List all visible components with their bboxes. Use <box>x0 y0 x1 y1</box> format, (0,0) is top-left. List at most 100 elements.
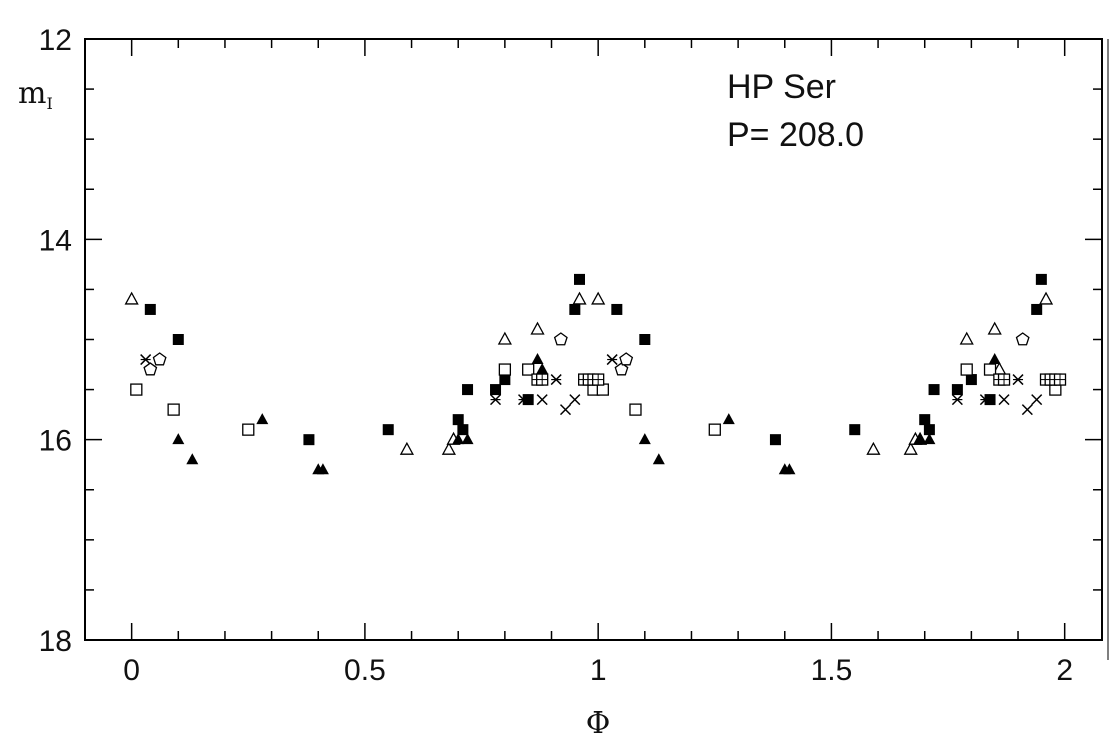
point-filled-square <box>172 334 184 345</box>
point-star-cross <box>517 394 530 406</box>
point-filled-square <box>569 303 581 315</box>
point-star-cross <box>550 374 562 386</box>
point-crossed-square <box>592 373 605 386</box>
point-open-triangle <box>987 321 1002 335</box>
point-filled-square <box>1035 273 1047 285</box>
point-star-cross <box>140 354 152 366</box>
point-open-triangle <box>441 441 456 455</box>
point-star-cross <box>1012 374 1024 386</box>
point-open-triangle <box>1038 291 1054 305</box>
point-star-cross <box>490 394 502 406</box>
point-cross <box>998 394 1010 406</box>
point-open-square <box>983 363 997 376</box>
point-cross <box>559 404 572 416</box>
y-axis-label-subscript: I <box>46 94 52 113</box>
point-filled-triangle <box>914 433 927 445</box>
point-filled-square <box>923 424 935 436</box>
point-filled-triangle <box>536 363 549 375</box>
point-open-square <box>1049 383 1062 396</box>
x-tick-label: 0 <box>123 654 140 687</box>
point-filled-triangle <box>316 463 329 475</box>
point-open-triangle <box>399 441 414 455</box>
y-tick-label: 16 <box>39 425 72 458</box>
point-filled-square <box>919 414 931 426</box>
point-filled-square <box>462 384 474 396</box>
y-tick-label: 14 <box>39 224 72 257</box>
point-filled-triangle <box>461 433 474 445</box>
point-filled-square <box>490 384 502 396</box>
x-tick-label: 1.5 <box>811 654 853 687</box>
point-open-triangle <box>497 331 512 345</box>
point-open-triangle <box>866 441 881 455</box>
point-filled-square <box>303 434 315 446</box>
point-filled-square <box>382 424 394 436</box>
point-filled-triangle <box>256 413 269 425</box>
point-filled-square <box>965 374 977 386</box>
point-star-cross <box>979 394 991 406</box>
point-open-square <box>596 383 609 396</box>
point-open-pentagon <box>1015 332 1030 346</box>
axis-ticks <box>85 38 1102 641</box>
point-open-pentagon <box>152 352 167 366</box>
point-open-triangle <box>530 321 545 335</box>
point-open-square <box>629 403 642 416</box>
point-cross <box>1021 404 1033 416</box>
point-filled-triangle <box>923 433 936 445</box>
point-filled-square <box>457 424 469 436</box>
point-filled-square <box>928 384 940 396</box>
point-open-square <box>130 383 143 396</box>
x-tick-labels: 0 0.5 1 1.5 2 <box>123 654 1073 687</box>
point-crossed-square <box>536 373 549 386</box>
point-open-triangle <box>959 331 974 345</box>
point-filled-triangle <box>531 353 544 365</box>
point-star-cross <box>951 394 963 406</box>
point-open-pentagon <box>614 362 629 376</box>
point-filled-triangle <box>722 413 735 425</box>
point-cross <box>569 394 581 406</box>
point-crossed-square <box>997 373 1011 386</box>
x-tick-label: 1 <box>590 654 607 687</box>
point-filled-triangle <box>638 433 651 445</box>
point-filled-triangle <box>783 463 796 475</box>
point-filled-triangle <box>186 453 199 465</box>
y-axis-label-main: m <box>18 76 46 111</box>
data-points <box>124 273 1067 475</box>
y-axis-label: mI <box>18 76 53 113</box>
point-open-triangle <box>903 441 918 455</box>
y-tick-label: 18 <box>39 625 72 658</box>
point-open-square <box>242 423 255 436</box>
point-open-square <box>960 363 973 376</box>
point-filled-square <box>574 273 586 285</box>
point-filled-triangle <box>652 453 665 465</box>
point-filled-square <box>452 414 464 426</box>
point-cross <box>536 394 548 406</box>
point-filled-square <box>611 303 623 315</box>
point-filled-square <box>849 424 861 436</box>
point-open-triangle <box>591 291 606 305</box>
y-tick-label: 12 <box>39 24 72 57</box>
star-name-annotation: HP Ser <box>727 68 836 106</box>
point-open-triangle <box>572 291 587 305</box>
point-open-pentagon <box>143 362 158 376</box>
point-filled-triangle <box>452 433 465 445</box>
point-filled-square <box>499 374 511 386</box>
point-star-cross <box>606 354 618 366</box>
period-annotation: P= 208.0 <box>727 116 864 154</box>
x-axis-label: Φ <box>586 706 611 741</box>
point-filled-square <box>144 303 156 315</box>
point-filled-triangle <box>172 433 185 445</box>
plot-frame <box>84 38 1103 641</box>
point-filled-square <box>769 434 781 446</box>
point-open-triangle <box>124 291 139 305</box>
x-tick-label: 2 <box>1056 654 1073 687</box>
x-tick-label: 0.5 <box>344 654 386 687</box>
point-filled-square <box>639 334 651 345</box>
point-cross <box>1031 394 1043 406</box>
point-open-pentagon <box>553 332 568 346</box>
point-filled-square <box>951 384 963 396</box>
point-open-pentagon <box>619 352 634 366</box>
point-crossed-square <box>1053 373 1067 386</box>
point-open-square <box>167 403 180 416</box>
point-open-square <box>522 363 535 376</box>
